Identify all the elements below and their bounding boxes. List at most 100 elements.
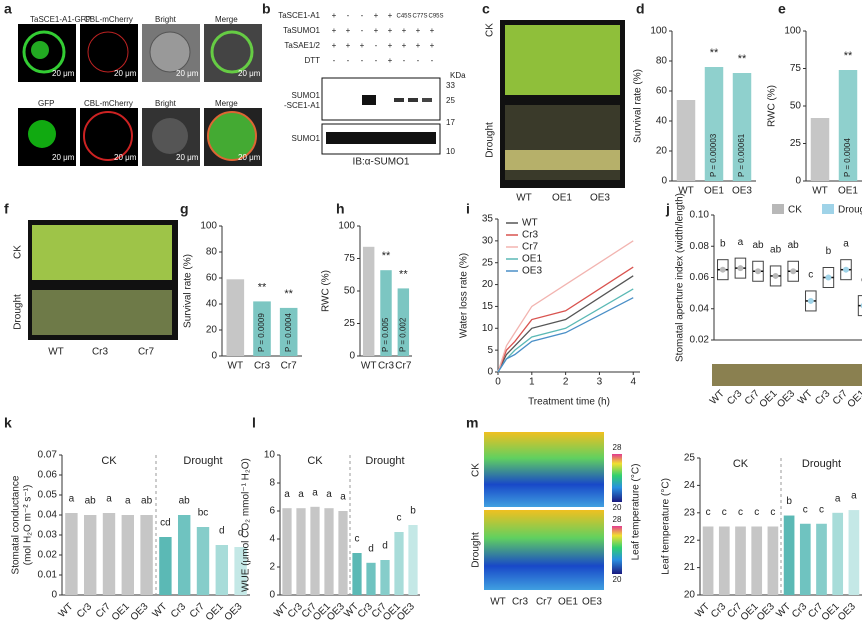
y-tick-label: 5 bbox=[487, 345, 493, 356]
bar bbox=[718, 526, 730, 595]
letter: c bbox=[803, 504, 808, 515]
letter: c bbox=[819, 504, 824, 515]
x-tick-label: Cr3 bbox=[378, 361, 395, 372]
bar bbox=[215, 545, 229, 595]
label: Drought bbox=[485, 122, 496, 158]
y-tick-label: 0.06 bbox=[690, 272, 710, 283]
sign: + bbox=[346, 41, 351, 50]
point bbox=[772, 272, 779, 279]
y-axis-label: Stomatal aperture index (width/length) bbox=[675, 193, 686, 362]
bar bbox=[838, 70, 858, 181]
letter: c bbox=[722, 507, 727, 518]
letter: a bbox=[312, 487, 318, 498]
bar bbox=[362, 246, 375, 356]
y-tick-label: 0.08 bbox=[690, 241, 710, 252]
y-tick-label: 75 bbox=[790, 63, 802, 74]
label: Cr7 bbox=[536, 597, 553, 608]
x-tick-label: WT bbox=[693, 601, 712, 620]
label: -SCE1-A1 bbox=[284, 101, 321, 110]
p-value: P = 0.0004 bbox=[843, 138, 852, 177]
letter: a bbox=[298, 489, 304, 500]
significance: ** bbox=[258, 281, 267, 293]
panel-letter: j bbox=[665, 201, 670, 217]
y-tick-label: 0.01 bbox=[38, 570, 58, 581]
letter: c bbox=[770, 507, 775, 518]
x-tick-label: WT bbox=[708, 388, 727, 407]
plant-photos bbox=[28, 20, 862, 386]
x-tick-label: 0 bbox=[495, 377, 501, 388]
y-tick-label: 0 bbox=[211, 351, 217, 362]
label: Bright bbox=[155, 99, 177, 108]
y-axis-label: Leaf temperature (°C) bbox=[661, 478, 672, 575]
bar bbox=[848, 510, 860, 595]
point bbox=[755, 268, 761, 275]
panel-letter: g bbox=[180, 201, 189, 217]
x-tick-label: 3 bbox=[597, 377, 603, 388]
y-tick-label: 35 bbox=[482, 214, 494, 225]
y-tick-label: 60 bbox=[656, 86, 668, 97]
p-value: P = 0.0009 bbox=[257, 313, 266, 352]
group-label: CK bbox=[733, 458, 749, 470]
sign: + bbox=[430, 41, 435, 50]
bar bbox=[177, 515, 191, 595]
bar bbox=[324, 508, 334, 595]
x-tick-label: OE3 bbox=[755, 601, 777, 621]
y-tick-label: 20 bbox=[482, 279, 494, 290]
bar bbox=[196, 527, 210, 595]
letter: a bbox=[69, 494, 75, 505]
significance: ** bbox=[738, 53, 747, 65]
x-tick-label: 1 bbox=[529, 377, 535, 388]
letter: a bbox=[106, 494, 112, 505]
y-tick-label: 15 bbox=[482, 301, 494, 312]
y-tick-label: 0 bbox=[487, 367, 493, 378]
legend-label: Drought bbox=[838, 205, 862, 216]
x-tick-label: Cr7 bbox=[94, 601, 113, 620]
letter: ab bbox=[752, 240, 764, 251]
sign: + bbox=[402, 41, 407, 50]
panel-letter: l bbox=[252, 415, 256, 431]
scale: 20 μm bbox=[238, 69, 261, 78]
bar bbox=[380, 270, 392, 356]
label: SUMO1 bbox=[292, 134, 321, 143]
sign: + bbox=[388, 41, 393, 50]
x-tick-label: Cr7 bbox=[188, 601, 207, 620]
label: WT bbox=[516, 193, 532, 204]
y-tick-label: 22 bbox=[684, 535, 696, 546]
x-tick-label: WT bbox=[812, 186, 828, 197]
label: OE3 bbox=[582, 597, 602, 608]
panel-letter: f bbox=[4, 201, 9, 217]
y-tick-label: 4 bbox=[269, 534, 275, 545]
y-tick-label: 0.03 bbox=[38, 530, 58, 541]
x-tick-label: Cr3 bbox=[709, 601, 728, 620]
legend-label: OE3 bbox=[522, 266, 542, 277]
label: CK bbox=[13, 245, 24, 259]
x-tick-label: WT bbox=[361, 361, 377, 372]
y-tick-label: 20 bbox=[684, 590, 696, 601]
y-tick-label: 21 bbox=[684, 562, 696, 573]
label: WT bbox=[490, 597, 506, 608]
x-tick-label: WT bbox=[678, 186, 694, 197]
letter: a bbox=[738, 237, 744, 248]
mutant: C77S bbox=[412, 14, 427, 20]
line bbox=[497, 297, 634, 373]
panel-letter: b bbox=[262, 1, 271, 17]
x-tick-label: OE3 bbox=[395, 601, 417, 621]
label: OE3 bbox=[590, 193, 610, 204]
y-tick-label: 50 bbox=[790, 101, 802, 112]
bar bbox=[767, 526, 779, 595]
x-tick-label: OE1 bbox=[110, 601, 132, 621]
bar bbox=[159, 537, 172, 595]
sign: - bbox=[375, 41, 378, 50]
y-tick-label: 6 bbox=[269, 506, 275, 517]
letter: a bbox=[851, 491, 857, 502]
x-tick-label: Cr3 bbox=[813, 388, 832, 407]
y-axis-label: RWC (%) bbox=[767, 85, 778, 127]
bar bbox=[751, 526, 763, 595]
sign: + bbox=[332, 11, 337, 20]
y-tick-label: 0.02 bbox=[38, 550, 58, 561]
label: CBL-mCherry bbox=[84, 99, 133, 108]
letter: a bbox=[284, 489, 290, 500]
line bbox=[497, 275, 634, 373]
bar bbox=[380, 560, 390, 595]
y-tick-label: 100 bbox=[200, 221, 217, 232]
